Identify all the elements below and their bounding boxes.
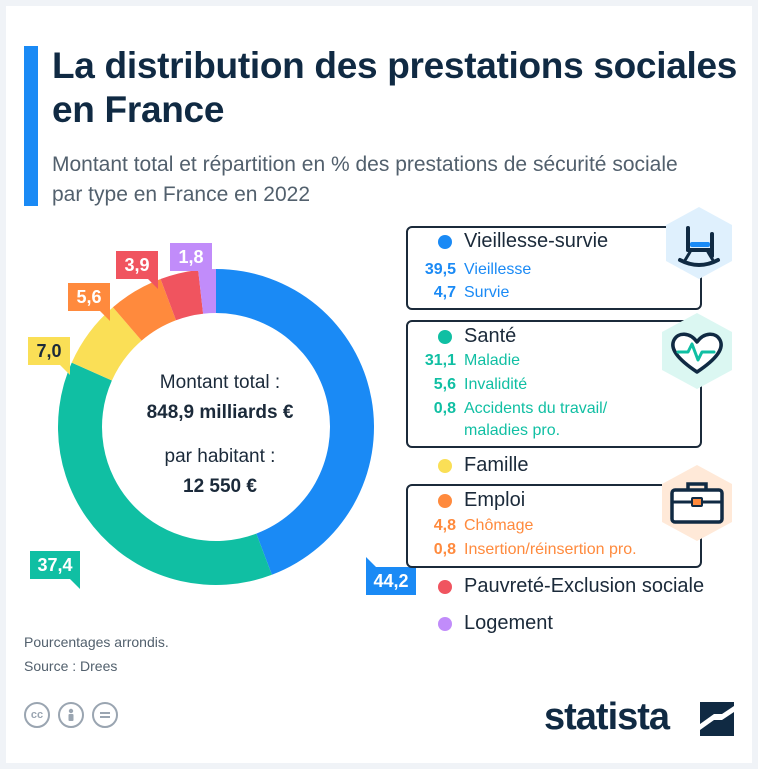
legend-label: Famille: [464, 454, 529, 476]
data-label-text: 1,8: [178, 247, 203, 267]
legend-sub-vieillesse: 39,5 Vieillesse: [414, 259, 531, 281]
legend-label: Santé: [464, 325, 517, 347]
legend-dot-purple: [438, 616, 452, 631]
legend-sub-chomage: 4,8 Chômage: [414, 515, 534, 537]
page-title: La distribution des prestations sociales…: [52, 45, 738, 130]
legend-sub-value: 31,1: [424, 352, 456, 369]
per-capita-value: 12 550 €: [183, 476, 257, 497]
data-label-5: 1,8: [170, 243, 212, 281]
legend-sub-label: Invalidité: [464, 376, 528, 393]
legend-sub-value: 4,8: [433, 517, 456, 534]
legend-sub-label: maladies pro.: [464, 422, 561, 439]
legend-sub-survie: 4,7 Survie: [414, 282, 510, 304]
legend-label: Vieillesse-survie: [464, 230, 609, 252]
legend-box-emploi: [406, 484, 702, 568]
data-label-2: 7,0: [28, 337, 70, 375]
cc-icon[interactable]: cc: [24, 702, 50, 728]
legend-item-pauvrete: Pauvreté-Exclusion sociale: [438, 575, 704, 598]
legend-item-vieillesse-survie: Vieillesse-survie: [438, 230, 608, 253]
attribution-icon[interactable]: [58, 702, 84, 728]
legend-item-famille: Famille: [438, 454, 528, 477]
legend-dot-blue: [438, 234, 452, 249]
legend-label: Pauvreté-Exclusion sociale: [464, 575, 705, 597]
legend-dot-orange: [438, 493, 452, 508]
donut-slice-4: [160, 270, 204, 321]
donut-slice-3: [112, 279, 177, 341]
legend-label: Emploi: [464, 489, 526, 511]
data-label-text: 7,0: [36, 341, 61, 361]
legend-sub-accidents: 0,8 Accidents du travail/: [414, 398, 607, 420]
legend-sub-value: 0,8: [433, 400, 456, 417]
footer-note: Pourcentages arrondis.: [24, 634, 169, 650]
title-accent-bar: [24, 46, 38, 206]
data-label-1: 37,4: [30, 551, 80, 589]
legend-dot-teal: [438, 329, 452, 344]
per-capita-label: par habitant :: [164, 446, 276, 467]
total-value: 848,9 milliards €: [146, 402, 294, 423]
legend-sub-maladie: 31,1 Maladie: [414, 350, 520, 372]
legend-sub-insertion: 0,8 Insertion/réinsertion pro.: [414, 539, 637, 561]
legend-sub-label: Accidents du travail/: [464, 400, 608, 417]
legend-sub-value: 0,8: [433, 541, 456, 558]
data-label-text: 5,6: [76, 287, 101, 307]
legend-sub-label: Maladie: [464, 352, 521, 369]
legend-sub-label: Chômage: [464, 517, 534, 534]
license-icons: cc: [24, 702, 118, 728]
briefcase-icon: [662, 465, 732, 541]
donut-slice-0: [216, 269, 375, 575]
data-label-0: 44,2: [366, 557, 416, 595]
statista-logo-mark: [700, 702, 734, 736]
legend-sub-label: Survie: [464, 284, 510, 301]
legend-sub-label: Insertion/réinsertion pro.: [464, 541, 637, 558]
legend-sub-value: 39,5: [424, 261, 456, 278]
data-label-text: 3,9: [124, 255, 149, 275]
legend-sub-invalidite: 5,6 Invalidité: [414, 374, 527, 396]
footer-source: Source : Drees: [24, 658, 118, 674]
legend-sub-value: 4,7: [433, 284, 456, 301]
donut-slice-2: [71, 307, 142, 381]
statista-logo[interactable]: statista: [544, 696, 670, 738]
legend-dot-red: [438, 579, 452, 594]
data-label-text: 37,4: [37, 555, 72, 575]
legend-box-vieillesse: [406, 226, 702, 310]
rocking-chair-icon: [666, 207, 732, 279]
no-derivatives-icon[interactable]: [92, 702, 118, 728]
legend-sub-accidents-line2: maladies pro.: [464, 420, 560, 442]
legend-sub-value: 5,6: [433, 376, 456, 393]
total-label: Montant total :: [159, 372, 281, 393]
legend-dot-yellow: [438, 458, 452, 473]
legend-item-emploi: Emploi: [438, 489, 525, 512]
legend-item-sante: Santé: [438, 325, 516, 348]
data-label-4: 3,9: [116, 251, 158, 289]
donut-center-text: Montant total : 848,9 milliards € par ha…: [110, 368, 330, 502]
legend-sub-label: Vieillesse: [464, 261, 532, 278]
page-subtitle: Montant total et répartition en % des pr…: [52, 153, 678, 206]
legend-label: Logement: [464, 612, 553, 634]
data-label-3: 5,6: [68, 283, 110, 321]
data-label-text: 44,2: [373, 571, 408, 591]
heart-pulse-icon: [662, 313, 732, 389]
donut-slice-1: [57, 362, 272, 586]
legend-item-logement: Logement: [438, 612, 553, 635]
